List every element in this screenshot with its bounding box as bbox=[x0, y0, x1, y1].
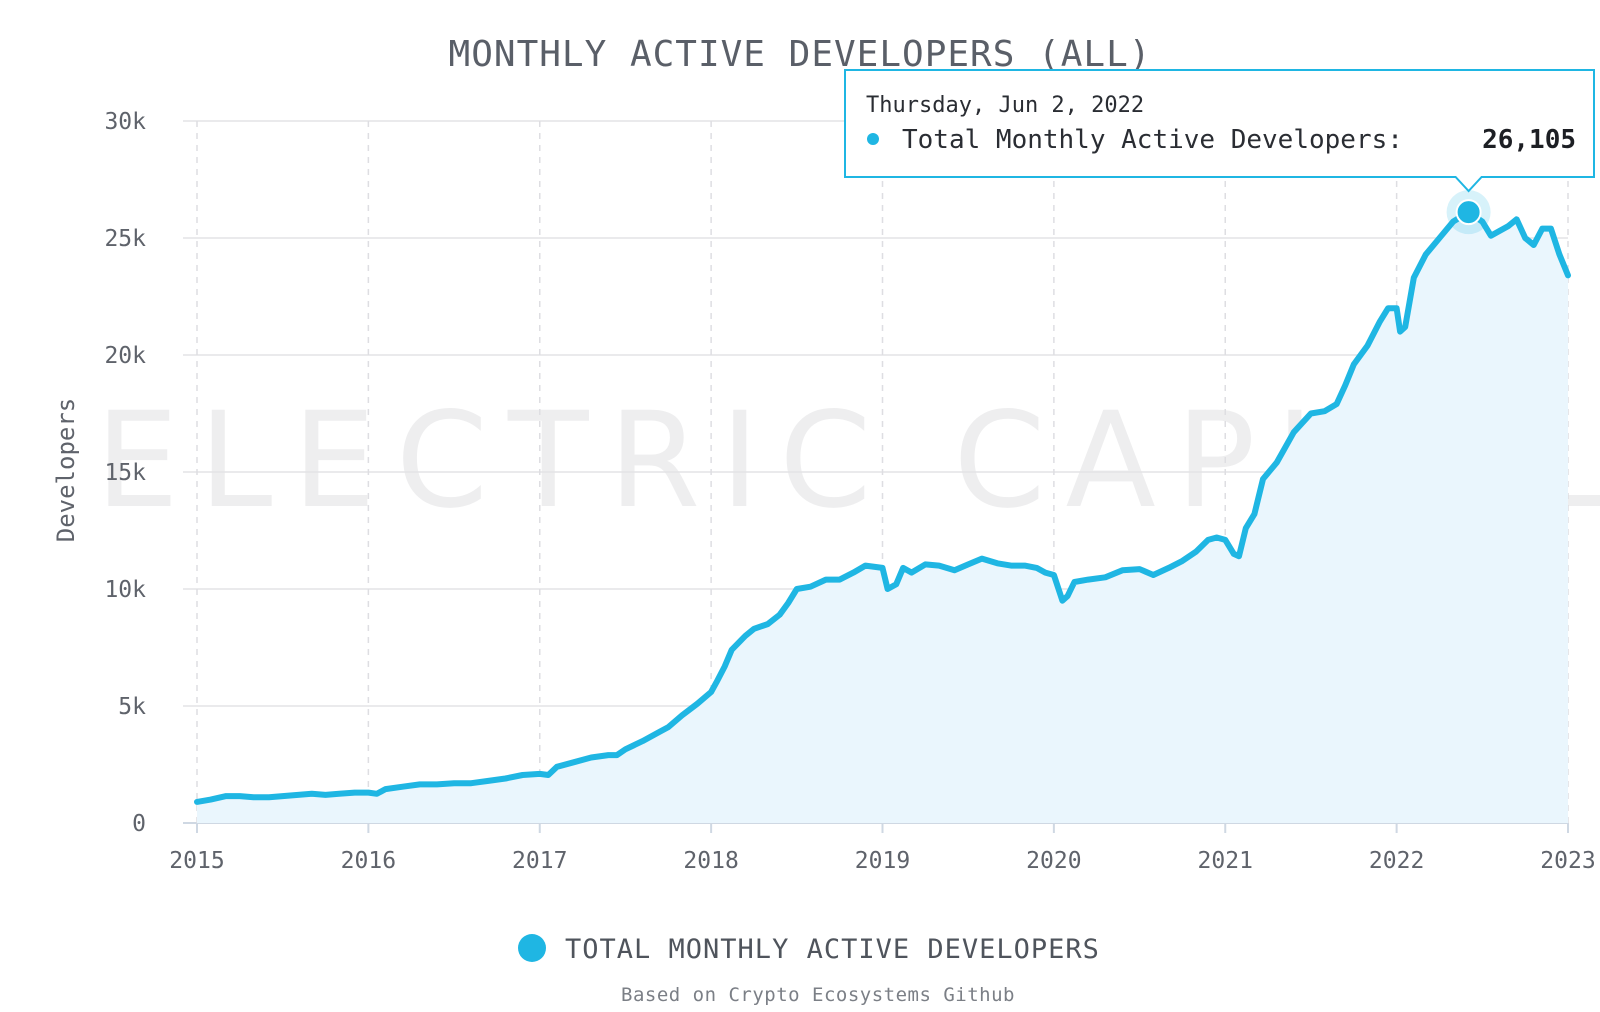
tooltip: Thursday, Jun 2, 2022 Total Monthly Acti… bbox=[844, 69, 1595, 193]
y-tick-label: 25k bbox=[104, 226, 146, 252]
series-area bbox=[197, 212, 1568, 824]
x-tick-label: 2022 bbox=[1369, 848, 1424, 874]
source-note: Based on Crypto Ecosystems Github bbox=[621, 984, 1015, 1006]
y-tick-label: 10k bbox=[104, 577, 146, 603]
hover-marker-point[interactable] bbox=[1455, 199, 1482, 226]
legend-label[interactable]: TOTAL MONTHLY ACTIVE DEVELOPERS bbox=[565, 934, 1100, 965]
series-line-group bbox=[194, 209, 1571, 805]
y-tick-label: 5k bbox=[118, 694, 146, 720]
x-tick-label: 2016 bbox=[341, 848, 396, 874]
x-tick-label: 2023 bbox=[1540, 848, 1595, 874]
y-tick-label: 0 bbox=[132, 811, 146, 837]
x-tick-label: 2018 bbox=[683, 848, 738, 874]
legend-marker bbox=[518, 934, 546, 962]
x-tick-label: 2020 bbox=[1026, 848, 1081, 874]
chart-title: MONTHLY ACTIVE DEVELOPERS (ALL) bbox=[449, 34, 1152, 75]
x-tick-label: 2019 bbox=[855, 848, 910, 874]
legend[interactable]: TOTAL MONTHLY ACTIVE DEVELOPERS bbox=[518, 934, 1100, 965]
tooltip-label: Total Monthly Active Developers: bbox=[902, 125, 1403, 155]
tooltip-value: 26,105 bbox=[1482, 125, 1576, 155]
x-tick-label: 2021 bbox=[1198, 848, 1253, 874]
y-tick-label: 20k bbox=[104, 343, 146, 369]
tooltip-box bbox=[844, 69, 1595, 193]
y-axis: 0 5k 10k 15k 20k 25k 30k bbox=[104, 109, 146, 837]
x-tick-label: 2017 bbox=[512, 848, 567, 874]
tooltip-date: Thursday, Jun 2, 2022 bbox=[866, 93, 1144, 118]
x-tick-label: 2015 bbox=[169, 848, 224, 874]
series-area-fill bbox=[197, 212, 1568, 824]
y-tick-label: 15k bbox=[104, 460, 146, 486]
hover-marker[interactable] bbox=[1446, 190, 1491, 235]
series-line[interactable] bbox=[194, 209, 1571, 805]
y-axis-label: Developers bbox=[52, 398, 80, 543]
tooltip-series-dot bbox=[867, 133, 879, 145]
x-axis: 2015 2016 2017 2018 2019 2020 2021 2022 2023 bbox=[169, 823, 1596, 874]
y-tick-label: 30k bbox=[104, 109, 146, 135]
